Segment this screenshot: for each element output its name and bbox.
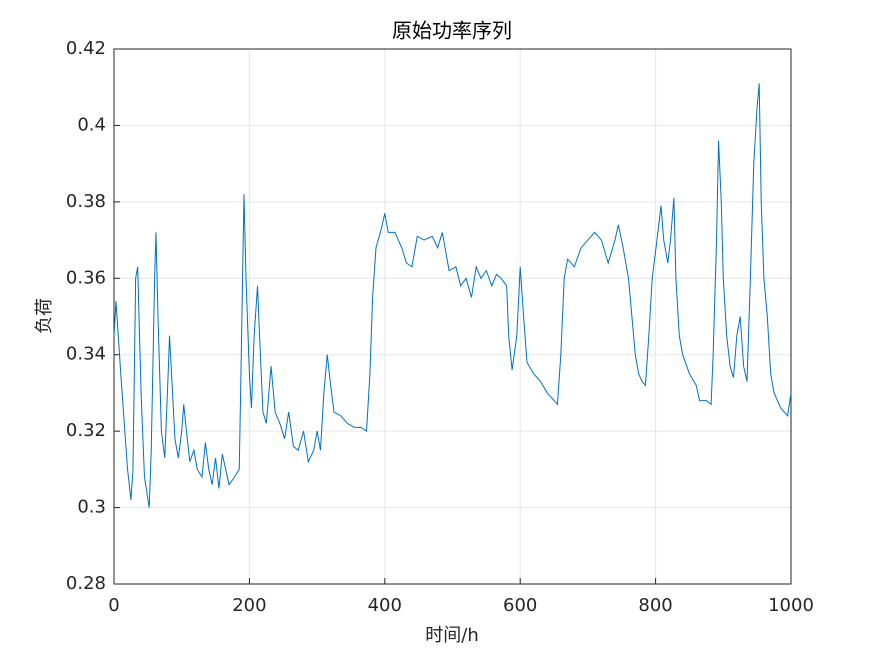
chart-title: 原始功率序列 — [392, 19, 512, 43]
y-tick-label: 0.38 — [66, 191, 106, 212]
y-tick-label: 0.34 — [66, 344, 106, 365]
y-tick-label: 0.4 — [77, 114, 106, 135]
y-tick-label: 0.42 — [66, 38, 106, 59]
x-tick-label: 0 — [108, 595, 119, 616]
plot-frame — [113, 48, 792, 585]
x-tick-label: 200 — [232, 595, 266, 616]
y-tick-label: 0.3 — [77, 497, 106, 518]
y-tick-label: 0.28 — [66, 573, 106, 594]
x-axis-label: 时间/h — [425, 625, 478, 646]
x-tick-label: 600 — [503, 595, 537, 616]
x-tick-label: 1000 — [768, 595, 814, 616]
y-axis-label: 负荷 — [34, 298, 55, 334]
x-tick-label: 800 — [638, 595, 672, 616]
y-tick-label: 0.36 — [66, 267, 106, 288]
x-tick-label: 400 — [368, 595, 402, 616]
y-tick-label: 0.32 — [66, 420, 106, 441]
data-line — [113, 83, 792, 508]
